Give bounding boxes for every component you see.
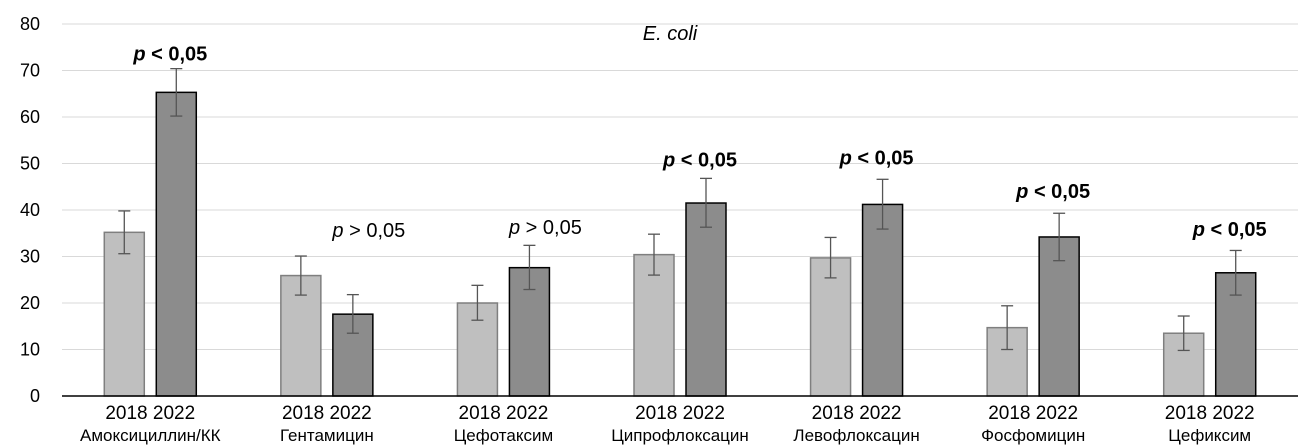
p-value-annotation: p < 0,05	[1015, 181, 1090, 203]
error-bars	[118, 67, 1242, 352]
y-axis-ticks: 0 10 20 30 40 50 60 70 80	[20, 14, 40, 406]
x-category-label: Фосфомицин	[981, 426, 1085, 445]
chart-title: E. coli	[643, 23, 698, 45]
bar-2018	[633, 253, 675, 397]
x-year-labels: 2018 2022	[812, 403, 902, 424]
y-tick-label: 60	[20, 107, 40, 127]
x-year-labels: 2018 2022	[105, 403, 195, 424]
x-category-label: Левофлоксацин	[793, 426, 919, 445]
x-year-labels: 2018 2022	[635, 403, 725, 424]
y-tick-label: 20	[20, 293, 40, 313]
x-axis-labels: 2018 2022 Амоксициллин/КК 2018 2022 Гентами…	[80, 403, 1255, 445]
p-value-annotation: p < 0,05	[1192, 219, 1267, 241]
bar-2022	[861, 203, 904, 397]
x-category-label: Гентамицин	[280, 426, 374, 445]
p-value-annotation: p > 0,05	[331, 220, 405, 242]
y-tick-label: 10	[20, 340, 40, 360]
x-year-labels: 2018 2022	[988, 403, 1078, 424]
gridlines	[62, 23, 1298, 350]
bar-2018	[103, 231, 146, 397]
annotations: p < 0,05 p > 0,05 p > 0,05 p < 0,05 p < 0,05…	[132, 43, 1266, 242]
y-tick-label: 0	[30, 386, 40, 406]
y-tick-label: 50	[20, 154, 40, 174]
bar-2018	[809, 257, 852, 397]
y-tick-label: 80	[20, 14, 40, 34]
x-year-labels: 2018 2022	[1165, 403, 1255, 424]
x-category-label: Цефиксим	[1168, 426, 1251, 445]
y-tick-label: 40	[20, 200, 40, 220]
x-year-labels: 2018 2022	[282, 403, 372, 424]
x-category-label: Цефотаксим	[454, 426, 553, 445]
bar-2022	[685, 202, 727, 397]
p-value-annotation: p < 0,05	[839, 147, 914, 169]
x-category-label: Ципрофлоксацин	[611, 426, 749, 445]
y-tick-label: 30	[20, 247, 40, 267]
p-value-annotation: p < 0,05	[662, 149, 737, 171]
bar-2022	[155, 91, 198, 397]
x-year-labels: 2018 2022	[459, 403, 549, 424]
bars	[103, 91, 1257, 397]
p-value-annotation: p > 0,05	[508, 217, 582, 239]
p-value-annotation: p < 0,05	[132, 43, 207, 65]
x-category-label: Амоксициллин/КК	[80, 426, 221, 445]
y-tick-label: 70	[20, 61, 40, 81]
